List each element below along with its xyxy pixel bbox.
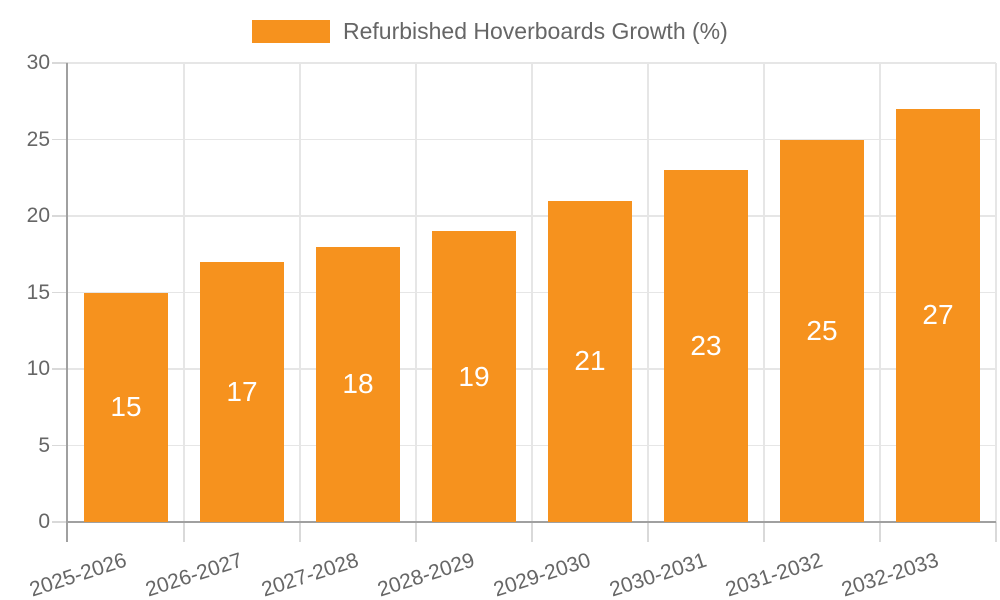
x-tick bbox=[415, 522, 417, 542]
x-gridline bbox=[415, 63, 417, 522]
y-tick-label: 5 bbox=[38, 433, 50, 457]
bar[interactable]: 17 bbox=[200, 261, 284, 522]
y-tick bbox=[52, 62, 68, 64]
bar-value-label: 18 bbox=[342, 368, 374, 400]
x-tick bbox=[531, 522, 533, 542]
x-tick bbox=[299, 522, 301, 542]
y-gridline bbox=[68, 62, 996, 64]
y-tick bbox=[52, 291, 68, 294]
x-gridline bbox=[299, 63, 301, 522]
bar[interactable]: 21 bbox=[548, 200, 632, 522]
bar[interactable]: 27 bbox=[896, 108, 980, 522]
bar[interactable]: 23 bbox=[664, 170, 748, 522]
x-gridline bbox=[531, 63, 533, 522]
x-gridline bbox=[763, 63, 765, 522]
y-tick bbox=[52, 444, 68, 447]
x-gridline bbox=[647, 63, 649, 522]
bar-value-label: 15 bbox=[110, 391, 142, 423]
x-tick bbox=[647, 522, 649, 542]
bar-value-label: 25 bbox=[806, 314, 838, 346]
y-tick bbox=[52, 138, 68, 141]
x-gridline bbox=[879, 63, 881, 522]
bar-value-label: 19 bbox=[458, 360, 490, 392]
x-tick bbox=[763, 522, 765, 542]
x-tick bbox=[183, 522, 185, 542]
y-tick-label: 0 bbox=[38, 510, 50, 533]
bar-value-label: 17 bbox=[226, 375, 258, 407]
y-tick bbox=[52, 521, 68, 523]
y-tick bbox=[52, 215, 68, 217]
y-tick bbox=[52, 368, 68, 370]
y-tick-label: 25 bbox=[26, 127, 50, 151]
x-tick bbox=[995, 522, 997, 542]
bar[interactable]: 19 bbox=[432, 231, 516, 522]
y-tick-label: 10 bbox=[26, 357, 50, 380]
bar-value-label: 27 bbox=[922, 299, 954, 331]
bar-value-label: 21 bbox=[574, 345, 606, 377]
x-gridline bbox=[183, 63, 185, 522]
y-tick-label: 15 bbox=[26, 280, 50, 304]
y-axis-line bbox=[66, 63, 68, 542]
legend-swatch-icon bbox=[252, 19, 330, 43]
bar[interactable]: 18 bbox=[316, 246, 400, 522]
y-tick-label: 30 bbox=[26, 51, 50, 74]
bar[interactable]: 25 bbox=[780, 139, 864, 522]
legend-label: Refurbished Hoverboards Growth (%) bbox=[343, 18, 728, 44]
legend[interactable]: Refurbished Hoverboards Growth (%) bbox=[252, 17, 728, 45]
x-gridline bbox=[995, 63, 997, 522]
x-axis-line bbox=[68, 521, 996, 523]
bar-value-label: 23 bbox=[690, 330, 722, 362]
y-tick-label: 20 bbox=[26, 204, 50, 227]
x-tick bbox=[879, 522, 881, 542]
bar[interactable]: 15 bbox=[84, 292, 168, 522]
